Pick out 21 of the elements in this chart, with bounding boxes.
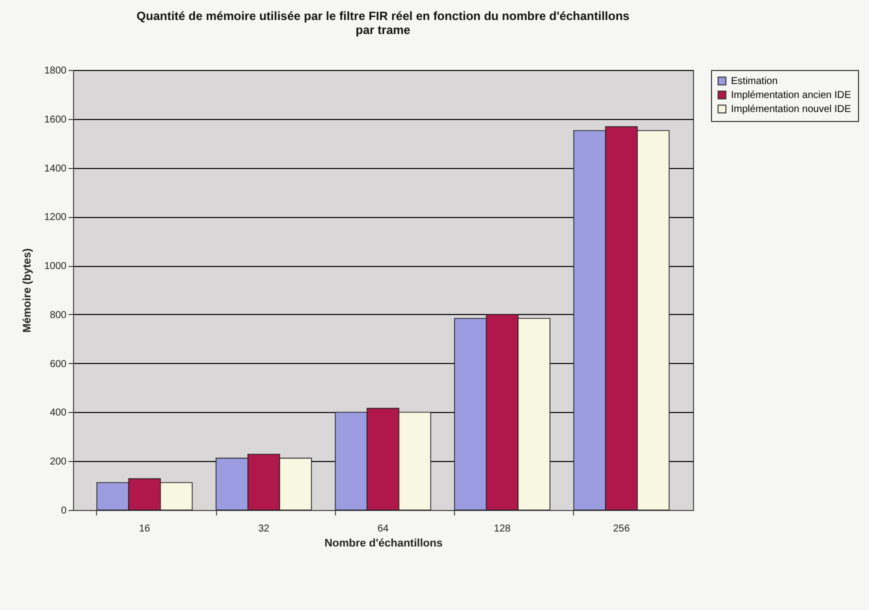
y-tick-label: 200 <box>50 456 67 468</box>
y-tick-label: 1000 <box>44 261 67 272</box>
y-tick-label: 400 <box>50 408 67 419</box>
y-tick-label: 0 <box>60 506 67 516</box>
y-axis-title: Mémoire (bytes) <box>21 248 34 333</box>
y-tick-label: 1200 <box>44 212 67 224</box>
x-axis-title: Nombre d'échantillons <box>324 538 443 550</box>
y-tick-label: 1800 <box>44 66 67 76</box>
legend-label: Implémentation ancien IDE <box>731 90 852 101</box>
y-tick-label: 1600 <box>44 114 67 126</box>
y-tick-label: 1400 <box>44 163 67 174</box>
chart-title: Quantité de mémoire utilisée par le filtre FIR réel en fonction du nombre d'échantillons par trame <box>136 9 630 37</box>
x-tick-label: 128 <box>494 524 512 534</box>
y-tick-label: 600 <box>50 358 67 370</box>
legend-label: Estimation <box>731 76 778 87</box>
x-tick-label: 16 <box>138 524 151 534</box>
x-tick-label: 256 <box>613 524 630 534</box>
x-tick-label: 32 <box>258 524 270 534</box>
legend-label: Implémentation nouvel IDE <box>731 104 852 115</box>
y-tick-label: 800 <box>50 310 67 321</box>
x-tick-label: 64 <box>377 524 389 534</box>
